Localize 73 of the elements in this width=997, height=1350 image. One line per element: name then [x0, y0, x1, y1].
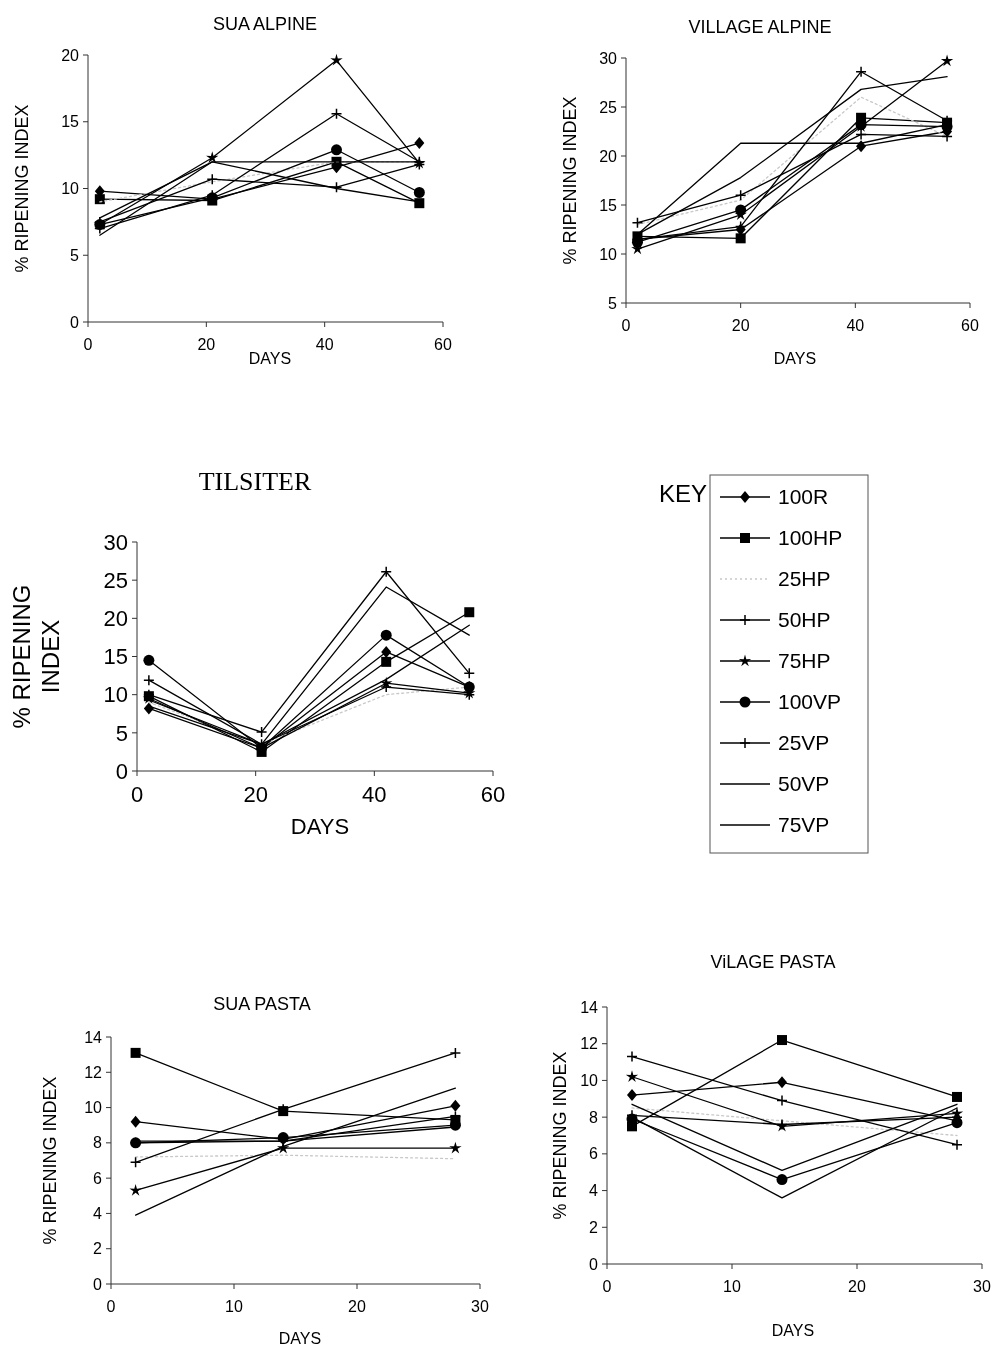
x-tick-label: 40	[362, 782, 387, 807]
x-tick-label: 10	[225, 1298, 243, 1315]
legend-label: 25HP	[778, 567, 831, 590]
y-tick-label: 15	[103, 644, 128, 670]
y-tick-label: 15	[599, 196, 618, 214]
x-axis-title: DAYS	[773, 350, 817, 367]
y-tick-label: 12	[580, 1035, 599, 1053]
y-tick-label: 14	[580, 998, 599, 1016]
y-tick-label: 10	[103, 682, 128, 708]
y-tick-label: 10	[580, 1072, 599, 1090]
x-tick-label: 30	[973, 1278, 991, 1295]
x-axis-title: DAYS	[278, 1330, 322, 1347]
y-tick-label: 2	[93, 1240, 103, 1258]
x-tick-label: 40	[846, 317, 865, 334]
x-axis-title: DAYS	[248, 350, 292, 367]
y-axis-title: % RIPENING INDEX	[560, 96, 581, 265]
y-axis-title: % RIPENING INDEX	[40, 1076, 61, 1245]
y-tick-label: 8	[589, 1108, 599, 1126]
y-tick-label: 0	[589, 1255, 599, 1273]
y-tick-label: 25	[103, 567, 128, 593]
x-tick-label: 60	[480, 782, 506, 807]
x-tick-label: 30	[471, 1298, 489, 1315]
y-tick-label: 30	[599, 49, 618, 67]
y-tick-label: 2	[589, 1218, 599, 1236]
x-tick-label: 20	[197, 336, 216, 353]
x-tick-label: 60	[434, 336, 452, 353]
x-tick-label: 60	[961, 317, 979, 334]
chart-title: SUA ALPINE	[212, 14, 318, 34]
x-tick-label: 20	[348, 1298, 366, 1315]
legend-label: 100R	[778, 485, 829, 508]
y-tick-label: 14	[84, 1028, 103, 1046]
y-tick-label: 4	[93, 1205, 103, 1223]
y-tick-label: 25	[599, 98, 618, 116]
chart-title: TILSITER	[198, 467, 312, 496]
legend-label: 50VP	[778, 772, 830, 795]
y-tick-label: 5	[115, 720, 128, 746]
chart-title: ViLAGE PASTA	[710, 952, 836, 972]
legend-title: KEY	[658, 480, 707, 507]
x-axis-title: DAYS	[290, 814, 350, 839]
x-tick-label: 20	[243, 782, 268, 807]
y-tick-label: 20	[599, 147, 618, 165]
legend-label: 25VP	[778, 731, 830, 754]
y-axis-title: % RIPENING INDEX	[8, 584, 64, 729]
y-tick-label: 20	[103, 606, 128, 632]
y-tick-label: 0	[115, 758, 128, 784]
legend-label: 75HP	[778, 649, 831, 672]
legend-label: 100HP	[778, 526, 843, 549]
y-tick-label: 10	[84, 1099, 103, 1117]
y-tick-label: 20	[61, 46, 80, 64]
y-tick-label: 12	[84, 1063, 103, 1081]
chart-title: SUA PASTA	[213, 994, 311, 1014]
y-tick-label: 10	[61, 180, 80, 198]
y-tick-label: 5	[608, 294, 618, 312]
y-tick-label: 8	[93, 1134, 103, 1152]
legend-label: 100VP	[778, 690, 842, 713]
y-tick-label: 5	[70, 246, 80, 264]
x-tick-label: 20	[848, 1278, 866, 1295]
legend-label: 50HP	[778, 608, 831, 631]
y-tick-label: 10	[599, 245, 618, 263]
x-tick-label: 0	[621, 317, 631, 334]
y-tick-label: 6	[93, 1169, 103, 1187]
y-tick-label: 15	[61, 113, 80, 131]
x-axis-title: DAYS	[771, 1322, 815, 1339]
x-tick-label: 40	[315, 336, 334, 353]
y-tick-label: 30	[103, 529, 128, 555]
y-axis-title: % RIPENING INDEX	[550, 1051, 571, 1220]
y-tick-label: 6	[589, 1145, 599, 1163]
y-tick-label: 4	[589, 1182, 599, 1200]
legend-label: 75VP	[778, 813, 830, 836]
chart-title: VILLAGE ALPINE	[688, 17, 832, 37]
x-tick-label: 20	[731, 317, 750, 334]
y-axis-title: % RIPENING INDEX	[12, 104, 33, 273]
x-tick-label: 10	[723, 1278, 741, 1295]
